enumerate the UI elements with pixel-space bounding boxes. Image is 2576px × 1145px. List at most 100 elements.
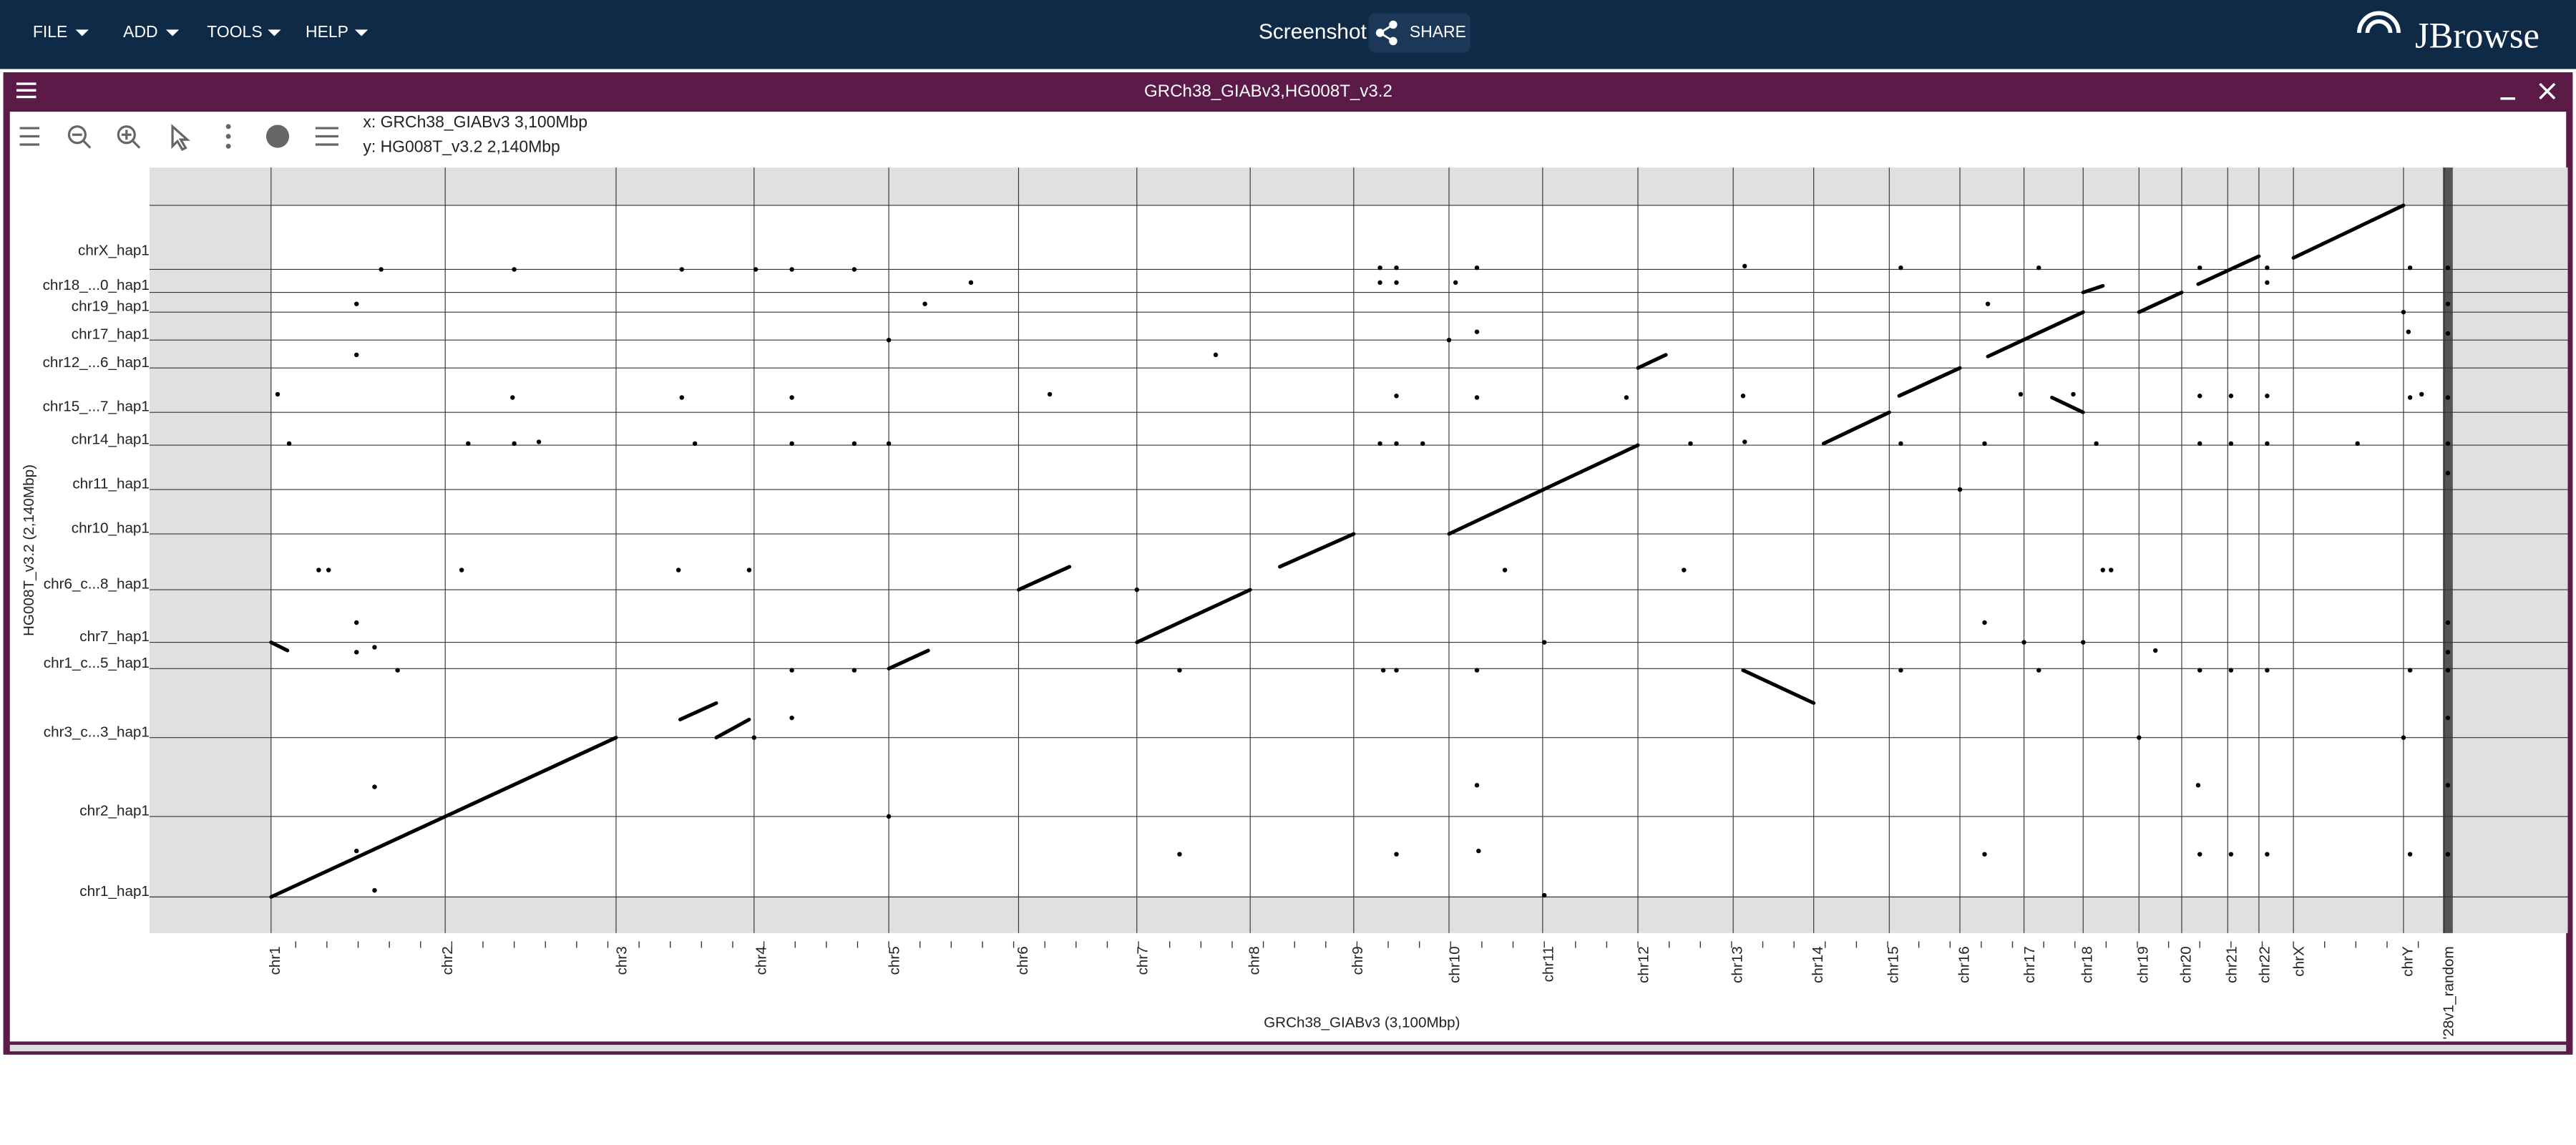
tool-settings[interactable] <box>315 127 338 146</box>
alignment-dot <box>1394 668 1399 673</box>
x-label: chr2 <box>439 946 456 975</box>
tool-select[interactable] <box>171 124 190 151</box>
alignment-dot <box>372 784 377 789</box>
alignment-dot <box>2197 668 2202 673</box>
alignment-segment <box>1741 668 1816 706</box>
alignment-dot <box>1740 394 1746 399</box>
alignment-dot <box>2021 640 2026 645</box>
alignment-dot <box>2445 852 2451 857</box>
alignment-dot <box>2265 668 2270 673</box>
alignment-dot <box>2197 852 2202 857</box>
alignment-dot <box>2445 441 2451 447</box>
menu: FILE ADD TOOLS HELP <box>33 22 369 41</box>
alignment-segment <box>1135 588 1252 645</box>
alignment-dot <box>1474 329 1480 334</box>
y-label: chr12_...6_hap1 <box>43 354 150 371</box>
alignment-dot <box>2265 280 2270 286</box>
alignment-dot <box>676 567 681 572</box>
alignment-dot <box>2265 265 2270 271</box>
alignment-dot <box>512 267 517 272</box>
x-info: x: GRCh38_GIABv3 3,100Mbp <box>363 112 587 131</box>
alignment-dot <box>753 267 758 272</box>
tool-palette[interactable] <box>265 125 290 148</box>
menu-item[interactable]: ADD <box>123 22 157 41</box>
alignment-segment <box>269 736 618 899</box>
alignment-dot <box>2197 441 2202 447</box>
x-label: chrY <box>2399 946 2416 977</box>
alignment-dot <box>1502 567 1508 572</box>
alignment-dot <box>1213 352 1219 358</box>
alignment-dot <box>354 620 359 625</box>
alignment-dot <box>2094 441 2099 447</box>
tool-more[interactable] <box>225 124 231 149</box>
y-label: chr7_hap1 <box>79 628 150 645</box>
share-label[interactable]: SHARE <box>1410 22 1466 41</box>
y-label: chr18_...0_hap1 <box>43 277 150 293</box>
alignment-dot <box>372 887 377 893</box>
alignment-segment <box>2291 203 2406 260</box>
y-label: chr6_c...8_hap1 <box>44 576 150 593</box>
menu-caret <box>354 29 369 36</box>
alignment-dot <box>751 735 757 740</box>
alignment-dot <box>2445 783 2451 788</box>
grid <box>149 167 2568 933</box>
alignment-dot <box>2445 301 2451 306</box>
view-menu-icon[interactable] <box>16 82 36 99</box>
alignment-segment <box>714 717 751 740</box>
alignment-dot <box>2445 331 2451 336</box>
alignment-dot <box>2401 735 2406 740</box>
alignment-dot <box>1047 391 1053 397</box>
alignment-dot <box>1982 852 1987 857</box>
alignment-dot <box>679 267 685 272</box>
alignment-dot <box>789 395 794 400</box>
alignment-dot <box>2407 668 2413 673</box>
alignment-dot <box>789 267 794 272</box>
alignment-dot <box>354 650 359 655</box>
x-label: chr12 <box>1636 946 1652 983</box>
alignment-segment <box>1447 443 1640 536</box>
menu-item[interactable]: HELP <box>306 22 348 41</box>
scrollbar <box>9 1044 2567 1052</box>
menu-item[interactable]: TOOLS <box>207 22 262 41</box>
alignment-dot <box>2419 391 2424 397</box>
alignment-dot <box>1420 441 1425 447</box>
session-name[interactable]: Screenshot <box>1259 20 1367 44</box>
alignment-dot <box>679 395 685 400</box>
alignment-dot <box>746 567 752 572</box>
alignment-dot <box>1474 265 1480 271</box>
alignment-dot <box>2228 394 2234 399</box>
tool-zoom-out[interactable] <box>67 125 92 149</box>
alignment-dot <box>1476 848 1481 854</box>
alignment-segment <box>678 701 718 721</box>
alignment-segment <box>1636 353 1668 370</box>
tool-list[interactable] <box>19 127 40 146</box>
x-axis-title: GRCh38_GIABv3 (3,100Mbp) <box>1264 1015 1460 1031</box>
alignment-dot <box>2445 395 2451 400</box>
alignment-dot <box>2265 441 2270 447</box>
menu-item[interactable]: FILE <box>33 22 67 41</box>
alignment-dot <box>1742 263 1747 269</box>
alignment-dot <box>1898 265 1903 271</box>
alignment-dot <box>2445 470 2451 476</box>
close-button[interactable] <box>2539 82 2556 99</box>
alignment-segment <box>2137 291 2184 314</box>
alignment-dot <box>1898 668 1903 673</box>
alignment-dot <box>2407 852 2413 857</box>
y-label: chrX_hap1 <box>78 243 150 259</box>
x-label: chr20 <box>2177 946 2194 983</box>
alignment-dot <box>1177 852 1182 857</box>
alignment-dot <box>1134 587 1139 593</box>
x-label: chr15 <box>1885 946 1902 983</box>
tool-zoom-in[interactable] <box>117 125 141 149</box>
alignment-dot <box>1982 620 1987 625</box>
alignment-dot <box>286 441 292 447</box>
x-label: chr10 <box>1447 946 1463 983</box>
alignment-dot <box>886 337 892 343</box>
alignment-dot <box>968 280 974 286</box>
alignment-segment <box>1897 366 1962 398</box>
alignment-dot <box>2406 329 2411 334</box>
x-labels: chr1 chr2 chr3 chr4 chr5 chr6 chr7 chr8 chr9 chr1… <box>267 941 2457 1039</box>
y-axis-title: HG008T_v3.2 (2,140Mbp) <box>21 464 37 636</box>
alignment-segment <box>2196 254 2261 286</box>
alignment-dot <box>2401 309 2406 315</box>
